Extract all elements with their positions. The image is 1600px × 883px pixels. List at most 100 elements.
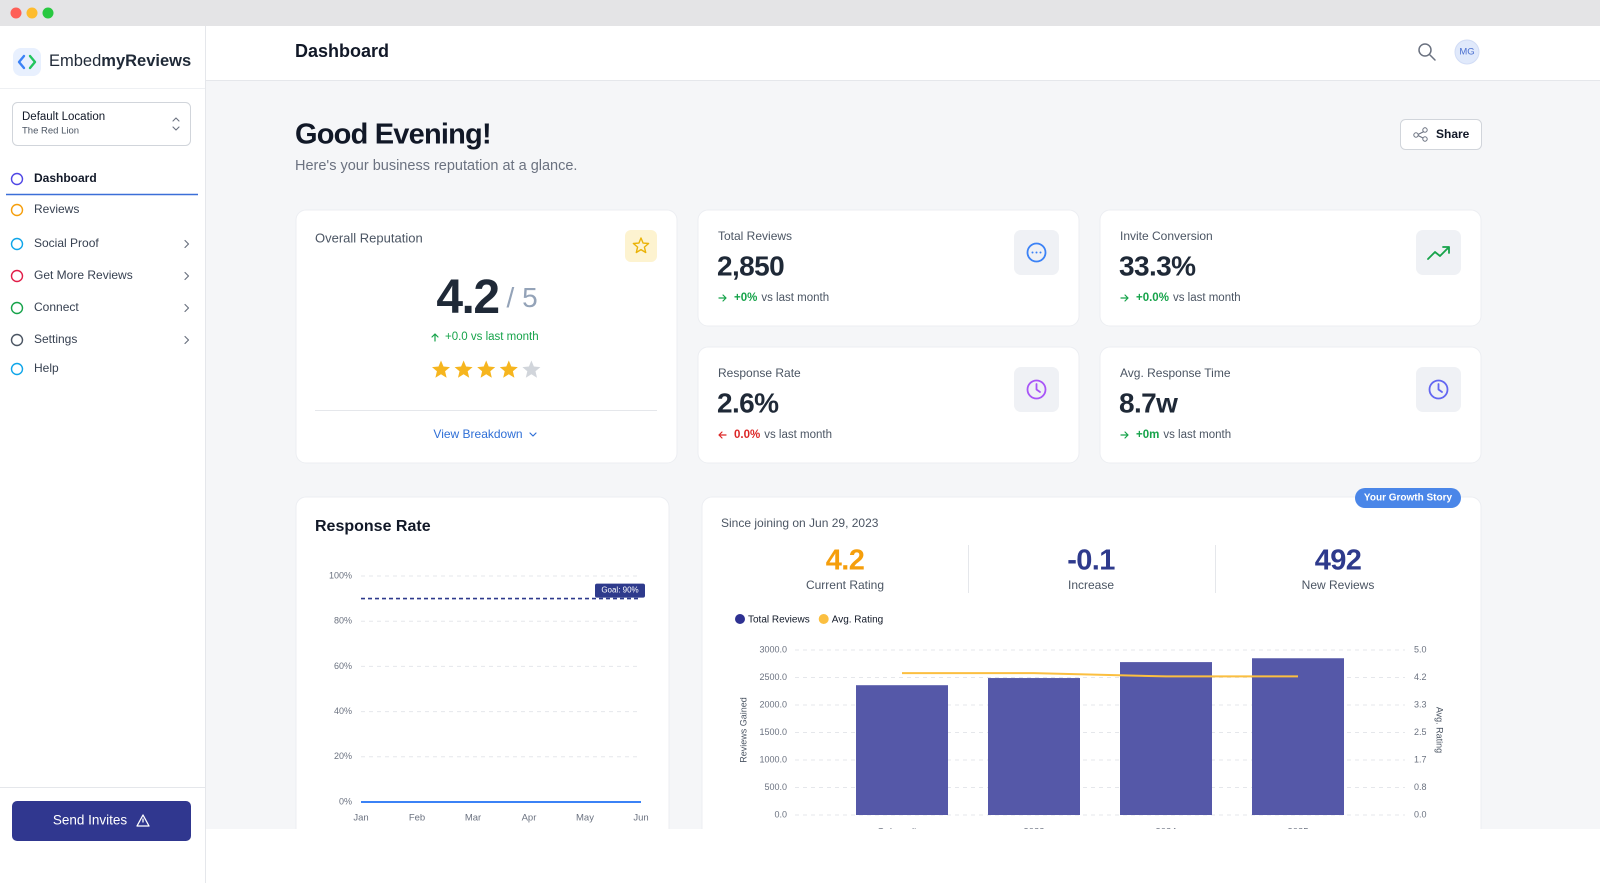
stat-change-value: +0.0% [1136, 292, 1169, 304]
bar [856, 685, 948, 815]
stat-change-note: vs last month [764, 429, 832, 441]
nav-icon [10, 203, 24, 217]
y-tick-label: 80% [334, 616, 352, 626]
nav-item[interactable]: Settings [34, 332, 77, 346]
trend-arrow [1120, 294, 1129, 302]
summary-label: Increase [1068, 578, 1114, 592]
zoom-dot[interactable] [42, 7, 54, 19]
x-tick-label: Mar [465, 813, 481, 824]
summary-value: -0.1 [1067, 545, 1115, 577]
card-icon [1437, 383, 1443, 393]
fold [206, 829, 1600, 883]
icon-box [625, 230, 657, 262]
chevron-down [529, 432, 537, 437]
location-select[interactable] [12, 102, 191, 146]
rating-line [902, 672, 1298, 678]
stat-change: 0.0% vs last month [734, 429, 832, 441]
y-tick-label: 1000.0 [759, 754, 787, 764]
y-tick-label: 3000.0 [759, 644, 787, 654]
x-tick-label: Apr [522, 813, 537, 824]
send-invites-button[interactable] [12, 801, 191, 841]
rating-star [477, 360, 496, 378]
stat-change-note: vs last month [761, 292, 829, 304]
nav-item[interactable]: Help [34, 361, 59, 375]
y2-tick-label: 1.7 [1414, 754, 1427, 764]
logo-chevron [28, 54, 37, 70]
search-icon [1429, 54, 1436, 61]
greeting-title: Good Evening! [295, 119, 491, 151]
stat-value: 8.7w [1119, 387, 1178, 418]
legend-label[interactable]: Total Reviews [748, 615, 810, 626]
send-invites-label[interactable]: Send Invites [53, 813, 128, 828]
content: EmbedmyReviews Default Location The Red Li… [0, 39, 1600, 883]
share-label[interactable]: Share [1436, 127, 1470, 141]
close-dot[interactable] [10, 7, 22, 19]
rating-star [454, 360, 473, 378]
y-tick-label: 20% [334, 751, 352, 761]
card-icon [1035, 383, 1041, 393]
chart-title: Response Rate [315, 518, 431, 535]
nav-item[interactable]: Dashboard [34, 171, 97, 185]
select-icon [172, 117, 180, 131]
reputation-change: +0.0 vs last month [445, 331, 539, 343]
bar [1252, 658, 1344, 815]
logo-icon [13, 48, 41, 76]
y-axis-title: Reviews Gained [738, 697, 748, 763]
page-title: Dashboard [295, 41, 389, 61]
y-tick-label: 100% [329, 570, 352, 580]
y-tick-label: 0.0 [774, 809, 787, 819]
nav-item[interactable]: Social Proof [34, 236, 99, 250]
nav-item[interactable]: Reviews [34, 202, 79, 216]
nav-chevron [184, 239, 190, 249]
avatar-initials[interactable]: MG [1459, 47, 1474, 58]
growth-since: Since joining on Jun 29, 2023 [721, 516, 879, 530]
reputation-card [295, 209, 678, 464]
legend-label[interactable]: Avg. Rating [832, 615, 884, 626]
reputation-max: / 5 [507, 282, 538, 313]
stat-change-note: vs last month [1173, 292, 1241, 304]
brand-prefix: Embed [49, 52, 101, 70]
avatar[interactable] [1454, 39, 1480, 65]
y2-tick-label: 3.3 [1414, 699, 1427, 709]
icon-box [1416, 230, 1461, 275]
nav-chevron [184, 271, 190, 281]
y-tick-label: 0% [339, 796, 352, 806]
stat-label: Avg. Response Time [1120, 366, 1231, 380]
y-tick-label: 40% [334, 706, 352, 716]
trend-icon [1427, 246, 1450, 260]
star-icon [632, 237, 650, 254]
y-tick-label: 1500.0 [759, 727, 787, 737]
card-icon [1026, 379, 1047, 400]
stat-value: 2,850 [717, 250, 784, 281]
stat-label: Total Reviews [718, 229, 792, 243]
nav-icon [10, 269, 24, 283]
card-label: Overall Reputation [315, 230, 423, 245]
bar [988, 678, 1080, 815]
y2-axis-title: Avg. Rating [1435, 707, 1445, 753]
card-icon [1026, 242, 1047, 263]
stat-card [697, 209, 1080, 327]
nav-icon [10, 172, 24, 186]
share-icon [1413, 132, 1419, 138]
nav-chevron [184, 303, 190, 313]
legend-marker [818, 614, 829, 624]
card-icon [1035, 251, 1038, 254]
stat-value: 2.6% [717, 387, 779, 418]
nav-item[interactable]: Connect [34, 300, 79, 314]
share-icon [1422, 136, 1428, 142]
goal-badge [595, 583, 645, 598]
search-icon[interactable] [1418, 43, 1432, 57]
stat-change-note: vs last month [1163, 429, 1231, 441]
stat-label: Invite Conversion [1120, 229, 1213, 243]
x-tick-label: May [576, 813, 594, 824]
stat-change: +0% vs last month [734, 292, 829, 304]
share-button[interactable] [1400, 119, 1482, 150]
nav-icon [10, 301, 24, 315]
y-tick-label: 2000.0 [759, 699, 787, 709]
minimize-dot[interactable] [26, 7, 38, 19]
card-icon [1428, 379, 1449, 400]
trend-arrow [718, 431, 727, 439]
nav-item[interactable]: Get More Reviews [34, 268, 133, 282]
x-tick-label: Jun [633, 813, 648, 824]
view-breakdown-link[interactable]: View Breakdown [433, 427, 522, 441]
